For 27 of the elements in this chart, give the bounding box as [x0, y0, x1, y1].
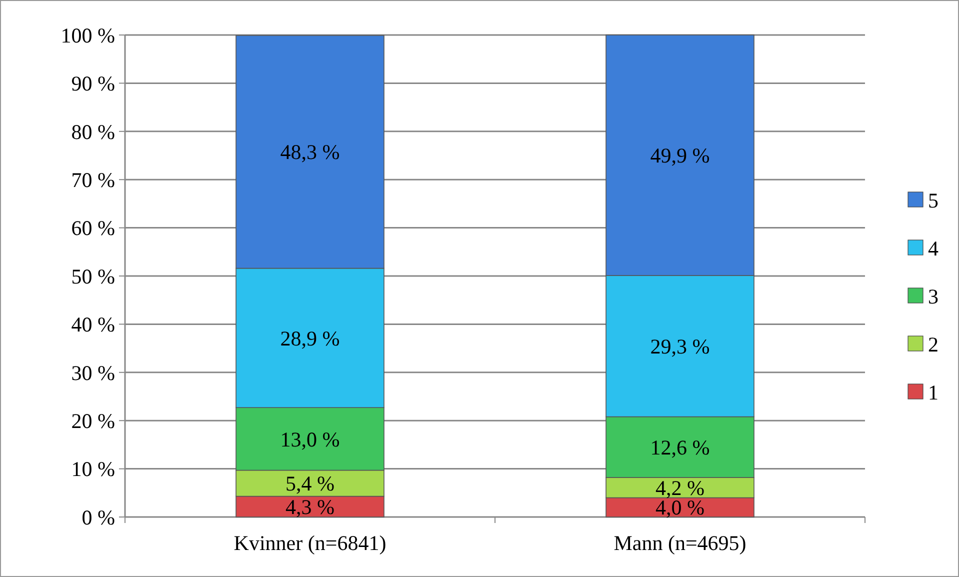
data-label: 48,3 % — [280, 140, 340, 164]
x-tick-label: Mann (n=4695) — [614, 531, 746, 555]
data-label: 12,6 % — [650, 435, 710, 460]
legend-label: 5 — [928, 188, 938, 212]
legend-label: 4 — [928, 236, 939, 260]
y-tick-label: 80 % — [71, 120, 115, 144]
y-tick-label: 60 % — [71, 216, 115, 240]
x-tick-label: Kvinner (n=6841) — [234, 531, 386, 555]
y-tick-label: 50 % — [71, 264, 115, 288]
data-label: 49,9 % — [650, 144, 710, 168]
legend-label: 3 — [928, 284, 938, 308]
legend-label: 2 — [928, 332, 938, 356]
data-label: 5,4 % — [286, 472, 334, 496]
data-label: 28,9 % — [280, 326, 340, 350]
y-tick-label: 30 % — [71, 360, 115, 385]
data-label: 4,2 % — [656, 476, 704, 500]
legend-label: 1 — [928, 380, 938, 404]
data-label: 4,3 % — [286, 494, 334, 519]
y-tick-label: 40 % — [71, 312, 115, 337]
y-tick-label: 90 % — [71, 72, 115, 96]
y-tick-label: 20 % — [71, 408, 115, 433]
data-label: 13,0 % — [280, 427, 340, 452]
y-tick-label: 100 % — [60, 23, 115, 48]
y-tick-label: 10 % — [71, 457, 115, 482]
y-tick-label: 0 % — [82, 505, 115, 530]
y-tick-label: 70 % — [71, 168, 115, 192]
data-label: 29,3 % — [650, 334, 710, 358]
